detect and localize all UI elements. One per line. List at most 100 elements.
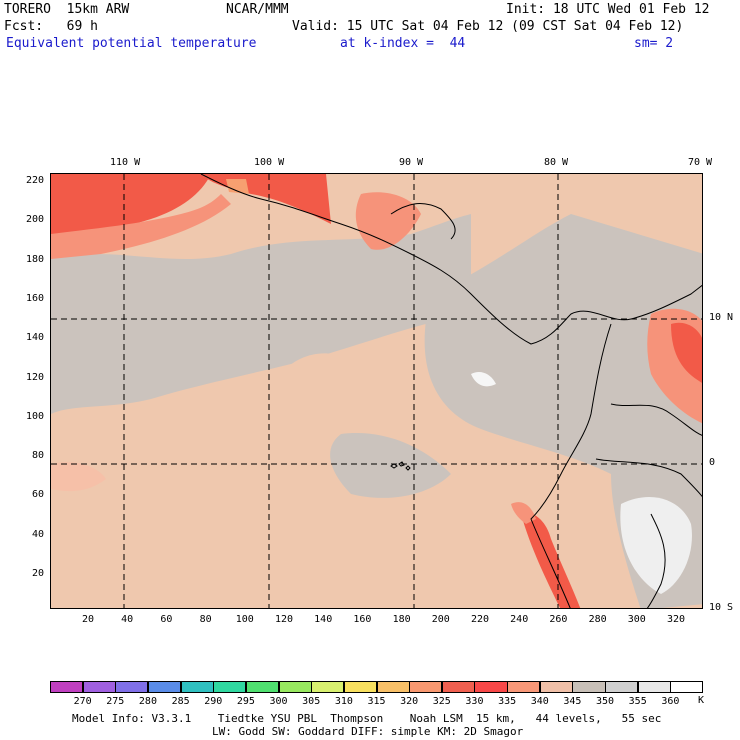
colorbar-label: 330 [465, 696, 484, 707]
lat-label-10s: 10 S [709, 602, 734, 613]
x-tick-label: 160 [353, 614, 372, 625]
colorbar-swatch [605, 681, 639, 693]
border-bolivia [646, 513, 666, 608]
x-tick-label: 260 [549, 614, 568, 625]
lon-label-70w: 70 W [688, 157, 713, 168]
colorbar-swatch [670, 681, 704, 693]
colorbar-swatch [572, 681, 606, 693]
footer-model-info: Model Info: V3.3.1 Tiedtke YSU PBL Thomp… [72, 712, 662, 725]
colorbar-swatch [637, 681, 671, 693]
colorbar-label: 345 [563, 696, 582, 707]
colorbar-swatch [213, 681, 247, 693]
footer-physics: LW: Godd SW: Goddard DIFF: simple KM: 2D… [212, 725, 524, 738]
white-patch-small [471, 372, 496, 387]
colorbar-swatch [278, 681, 312, 693]
grey-tongue-south [330, 433, 451, 498]
colorbar-label: 340 [530, 696, 549, 707]
x-tick-label: 40 [121, 614, 134, 625]
y-tick-label: 20 [31, 568, 44, 579]
border-interior-sa-2 [610, 403, 702, 436]
border-interior-sa [595, 458, 702, 498]
center-name: NCAR/MMM [226, 2, 289, 17]
y-tick-label: 60 [31, 489, 44, 501]
model-name: TORERO 15km ARW [4, 2, 130, 17]
y-tick-label: 120 [25, 371, 44, 383]
x-tick-label: 60 [160, 614, 173, 625]
colorbar-label: 285 [171, 696, 190, 707]
colorbar-swatch [376, 681, 410, 693]
colorbar-swatch [245, 681, 280, 693]
colorbar-swatch [115, 681, 149, 693]
red-area-northwest [51, 174, 211, 239]
colorbar-label: 280 [138, 696, 157, 707]
coastline-central-america [200, 174, 702, 345]
colorbar-label: 325 [432, 696, 451, 707]
peach-blob-mid [277, 353, 357, 408]
init-time: Init: 18 UTC Wed 01 Feb 12 [506, 2, 710, 17]
x-tick-label: 280 [588, 614, 607, 625]
x-tick-label: 80 [199, 614, 212, 625]
x-tick-label: 180 [392, 614, 411, 625]
y-tick-label: 200 [25, 214, 44, 226]
x-tick-label: 320 [666, 614, 686, 625]
x-tick-label: 300 [627, 614, 646, 625]
colorbar-swatch [180, 681, 214, 693]
x-tick-label: 120 [274, 614, 294, 625]
y-tick-label: 40 [31, 528, 44, 540]
x-tick-label: 220 [470, 614, 490, 625]
lon-label-90w: 90 W [399, 157, 424, 168]
smoothing-info: sm= 2 [634, 36, 674, 51]
x-tick-label: 140 [314, 614, 333, 625]
grey-band-north [51, 214, 471, 414]
colorbar-swatch [507, 681, 541, 693]
colorbar-swatch [539, 681, 573, 693]
y-tick-label: 220 [25, 175, 44, 186]
colorbar-label: 335 [498, 696, 517, 707]
y-tick-label: 100 [25, 410, 44, 422]
salmon-patch-west [51, 462, 106, 492]
x-tick-label: 100 [235, 614, 254, 625]
colorbar-swatch [82, 681, 116, 693]
colorbar-swatch [343, 681, 377, 693]
lat-label-10n: 10 N [709, 312, 734, 323]
lat-lon-grid [51, 174, 702, 608]
colorbar-unit: K [698, 695, 705, 706]
colorbar-swatch [409, 681, 443, 693]
theta-e-field [51, 174, 702, 608]
red-strip-peru [521, 512, 581, 608]
y-tick-label: 160 [25, 292, 44, 304]
coastline-south-america [530, 323, 612, 608]
lon-label-80w: 80 W [544, 157, 569, 168]
colorbar-label: 315 [367, 696, 386, 707]
colorbar-label: 350 [596, 696, 615, 707]
valid-time: Valid: 15 UTC Sat 04 Feb 12 (09 CST Sat … [292, 19, 684, 34]
level-info: at k-index = 44 [340, 36, 466, 51]
y-tick-label: 180 [25, 253, 44, 265]
y-tick-label: 140 [25, 332, 44, 344]
y-tick-label: 80 [31, 450, 44, 462]
colorbar-label: 270 [73, 696, 92, 707]
coastline-yucatan [390, 203, 456, 240]
forecast-hour: Fcst: 69 h [4, 19, 98, 34]
salmon-strip-peru [511, 502, 536, 524]
grey-band-east [424, 214, 702, 484]
field-name: Equivalent potential temperature [6, 36, 257, 51]
lon-label-110w: 110 W [110, 157, 141, 168]
lon-label-100w: 100 W [254, 157, 285, 168]
colorbar-label: 360 [661, 696, 680, 707]
colorbar-swatch [474, 681, 508, 693]
x-tick-label: 240 [510, 614, 529, 625]
colorbar-swatch [50, 681, 84, 693]
colorbar-label: 275 [106, 696, 125, 707]
x-tick-label: 20 [81, 614, 95, 625]
map-panel [50, 173, 703, 609]
galapagos [390, 461, 411, 471]
salmon-area-northwest [51, 194, 231, 259]
red-area-colombia-core [671, 322, 702, 383]
colorbar-label: 295 [236, 696, 255, 707]
colorbar-swatch [147, 681, 182, 693]
colorbar-label: 290 [204, 696, 223, 707]
colorbar-label: 355 [628, 696, 647, 707]
orange-patch [226, 179, 249, 194]
white-south-america [620, 496, 692, 594]
